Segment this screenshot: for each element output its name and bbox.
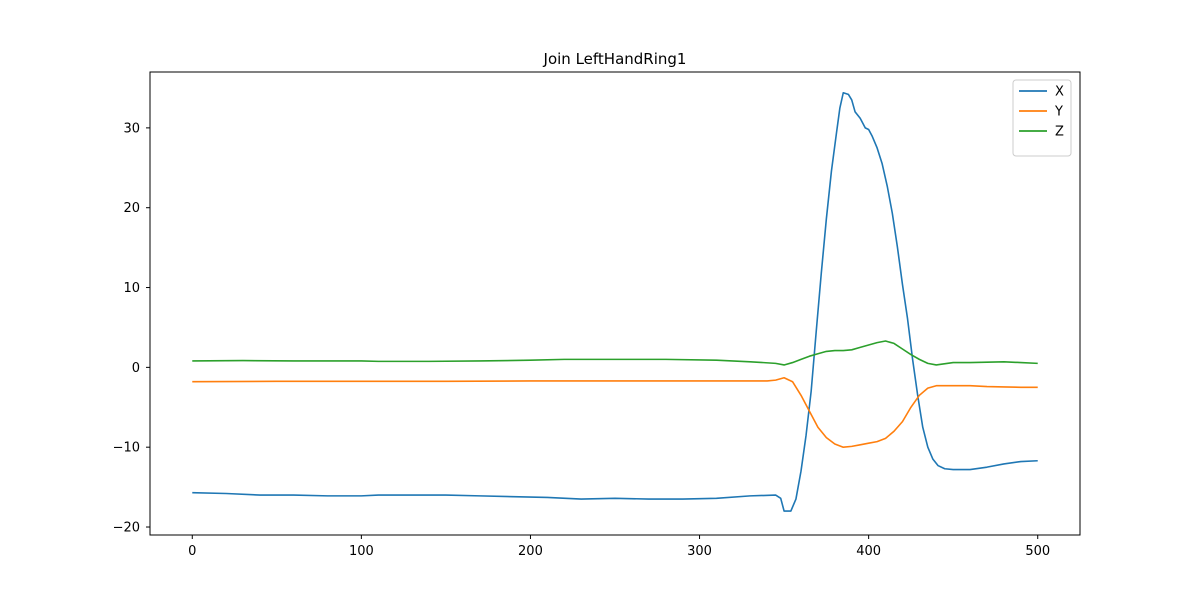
y-tick-label: 30 [123, 121, 140, 136]
y-tick-label: −10 [113, 441, 140, 456]
axes-frame [149, 71, 1081, 536]
chart-title: Join LeftHandRing1 [543, 50, 687, 68]
y-tick-label: 0 [132, 361, 140, 376]
legend-label-y: Y [1054, 105, 1063, 120]
y-tick-label: 20 [123, 201, 140, 216]
axes: 0 100 200 300 400 500 −20 −10 0 10 20 30 [113, 71, 1081, 559]
y-tick-label: −20 [113, 521, 140, 536]
legend-label-z: Z [1055, 125, 1064, 140]
y-tick-label: 10 [123, 281, 140, 296]
legend-label-x: X [1055, 85, 1064, 100]
legend-box [1012, 79, 1072, 157]
series-line-z [192, 340, 1038, 366]
series-line-x [192, 91, 1038, 512]
x-tick-label: 0 [188, 544, 196, 559]
x-tick-label: 400 [856, 544, 881, 559]
x-tick-label: 300 [687, 544, 712, 559]
x-tick-label: 200 [518, 544, 543, 559]
legend: XYZ [1012, 79, 1072, 157]
series-line-y [192, 376, 1038, 448]
x-tick-label: 100 [349, 544, 374, 559]
plot-area [192, 91, 1038, 512]
x-tick-label: 500 [1025, 544, 1050, 559]
